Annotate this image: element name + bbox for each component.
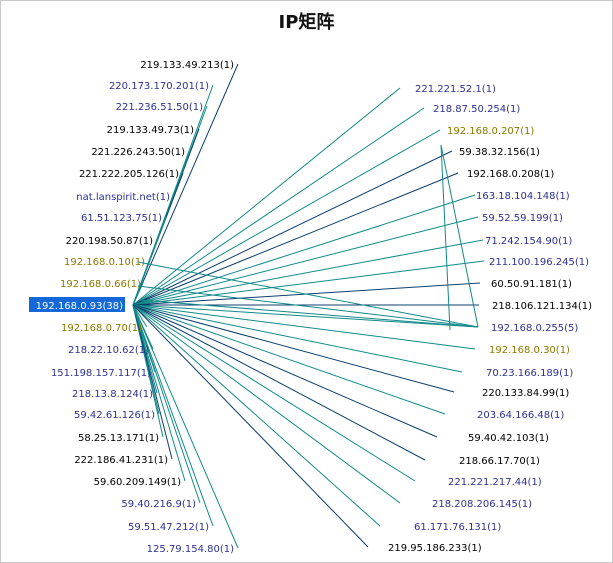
right-node-label[interactable]: 71.242.154.90(1) bbox=[485, 236, 572, 247]
edge-left bbox=[132, 260, 150, 306]
center-node[interactable]: 192.168.0.93(38) bbox=[29, 297, 125, 312]
right-node-label[interactable]: 203.64.166.48(1) bbox=[477, 410, 564, 421]
edge-layer bbox=[132, 63, 485, 549]
left-node-label[interactable]: 125.79.154.80(1) bbox=[147, 544, 234, 555]
edge-left bbox=[132, 304, 214, 527]
right-node-label[interactable]: 59.52.59.199(1) bbox=[482, 213, 563, 224]
edge-broadcast bbox=[440, 144, 479, 328]
edge-right bbox=[132, 304, 476, 350]
edge-right bbox=[132, 129, 441, 306]
right-node-label[interactable]: 221.221.52.1(1) bbox=[415, 84, 496, 95]
edge-right bbox=[132, 194, 476, 306]
left-node-label[interactable]: 220.173.170.201(1) bbox=[109, 81, 209, 92]
left-node-label[interactable]: 218.22.10.62(1) bbox=[68, 345, 149, 356]
edge-right bbox=[132, 260, 485, 306]
right-node-label[interactable]: 192.168.0.30(1) bbox=[489, 345, 570, 356]
right-node-label[interactable]: 218.208.206.145(1) bbox=[432, 499, 532, 510]
left-node-layer: 219.133.49.213(1) 220.173.170.201(1) 221.2… bbox=[51, 60, 234, 555]
left-node-label[interactable]: 221.236.51.50(1) bbox=[116, 102, 203, 113]
right-node-label[interactable]: 192.168.0.207(1) bbox=[447, 126, 534, 137]
edge-right bbox=[132, 304, 381, 527]
edge-broadcast bbox=[137, 285, 479, 328]
right-node-label[interactable]: 219.95.186.233(1) bbox=[388, 543, 482, 554]
edge-right bbox=[132, 172, 459, 306]
right-node-label[interactable]: 218.66.17.70(1) bbox=[459, 456, 540, 467]
left-node-label[interactable]: 219.133.49.213(1) bbox=[140, 60, 234, 71]
edge-right bbox=[132, 150, 453, 306]
left-node-label[interactable]: 219.133.49.73(1) bbox=[107, 125, 194, 136]
left-node-label[interactable]: 192.168.0.10(1) bbox=[64, 257, 145, 268]
edge-left bbox=[132, 304, 201, 504]
edge-right bbox=[132, 304, 426, 461]
right-node-label[interactable]: 70.23.166.189(1) bbox=[486, 368, 573, 379]
left-node-label[interactable]: 192.168.0.66(1) bbox=[60, 279, 141, 290]
edge-broadcast bbox=[139, 299, 479, 328]
edge-broadcast bbox=[137, 261, 479, 328]
left-node-label[interactable]: 220.198.50.87(1) bbox=[66, 236, 153, 247]
right-node-label[interactable]: 60.50.91.181(1) bbox=[491, 279, 572, 290]
left-node-label[interactable]: 58.25.13.171(1) bbox=[78, 433, 159, 444]
left-node-label[interactable]: 151.198.157.117(1) bbox=[51, 368, 151, 379]
left-node-label[interactable]: 59.40.216.9(1) bbox=[121, 499, 196, 510]
edge-left bbox=[132, 304, 186, 482]
edge-right bbox=[132, 107, 425, 306]
left-node-label[interactable]: 61.51.123.75(1) bbox=[81, 213, 162, 224]
right-node-label[interactable]: 163.18.104.148(1) bbox=[476, 191, 570, 202]
edge-left bbox=[132, 304, 148, 328]
right-node-label[interactable]: 218.106.121.134(1) bbox=[492, 301, 592, 312]
right-node-label[interactable]: 192.168.0.255(5) bbox=[491, 323, 578, 334]
edge-left bbox=[132, 304, 164, 438]
edge-broadcast bbox=[440, 144, 451, 331]
left-node-label[interactable]: 59.42.61.126(1) bbox=[74, 410, 155, 421]
left-node-label[interactable]: 221.226.243.50(1) bbox=[91, 147, 185, 158]
page-title: IP矩阵 bbox=[278, 12, 335, 33]
left-node-label[interactable]: 221.222.205.126(1) bbox=[79, 169, 179, 180]
right-node-label[interactable]: 192.168.0.208(1) bbox=[467, 169, 554, 180]
edge-right bbox=[132, 304, 401, 504]
edge-right bbox=[132, 87, 401, 306]
right-node-label[interactable]: 218.87.50.254(1) bbox=[433, 104, 520, 115]
left-node-label[interactable]: 218.13.8.124(1) bbox=[72, 389, 153, 400]
right-node-label[interactable]: 61.171.76.131(1) bbox=[414, 522, 501, 533]
edge-left bbox=[132, 304, 239, 549]
edge-left bbox=[132, 304, 173, 460]
edge-right bbox=[132, 304, 369, 548]
edge-right bbox=[132, 304, 416, 482]
right-node-label[interactable]: 221.221.217.44(1) bbox=[448, 477, 542, 488]
edge-right bbox=[132, 304, 438, 438]
center-node-highlight bbox=[29, 297, 125, 312]
right-node-label[interactable]: 59.40.42.103(1) bbox=[468, 433, 549, 444]
center-node-label[interactable]: 192.168.0.93(38) bbox=[36, 301, 123, 312]
edge-right bbox=[132, 216, 479, 306]
left-node-label[interactable]: 59.60.209.149(1) bbox=[94, 477, 181, 488]
right-node-layer: 221.221.52.1(1) 218.87.50.254(1) 192.168.0… bbox=[388, 84, 592, 554]
left-node-label[interactable]: 222.186.41.231(1) bbox=[74, 455, 168, 466]
right-node-label[interactable]: 59.38.32.156(1) bbox=[459, 147, 540, 158]
right-node-label[interactable]: 211.100.196.245(1) bbox=[489, 257, 589, 268]
edge-right bbox=[132, 239, 484, 306]
edge-right bbox=[132, 304, 446, 415]
edge-right bbox=[132, 304, 463, 373]
left-node-label[interactable]: 59.51.47.212(1) bbox=[128, 522, 209, 533]
edge-right bbox=[132, 304, 455, 393]
edge-right bbox=[132, 304, 479, 328]
right-node-label[interactable]: 220.133.84.99(1) bbox=[482, 388, 569, 399]
left-node-label[interactable]: 192.168.0.70(1) bbox=[61, 323, 142, 334]
left-node-label[interactable]: nat.lanspirit.net(1) bbox=[76, 192, 170, 203]
